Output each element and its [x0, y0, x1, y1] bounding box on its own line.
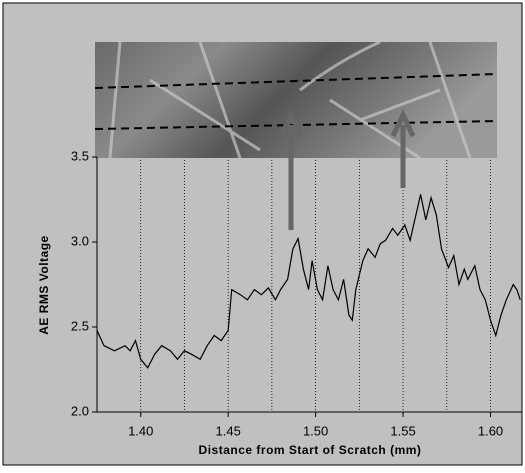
y-tick-label: 3.0 [71, 233, 89, 248]
micrograph-texture [108, 40, 472, 160]
x-tick-label: 1.50 [303, 423, 328, 438]
grid [140, 157, 491, 412]
arrow [278, 109, 304, 230]
x-tick-label: 1.40 [128, 423, 153, 438]
x-tick-label: 1.55 [390, 423, 415, 438]
y-tick-label: 3.5 [71, 148, 89, 163]
y-tick-label: 2.5 [71, 318, 89, 333]
micrograph-image [95, 42, 497, 158]
dashed-line [94, 73, 498, 89]
x-tick-label: 1.60 [478, 423, 503, 438]
y-axis-label: AE RMS Voltage [37, 235, 51, 334]
data-line [97, 194, 521, 369]
micrograph [94, 40, 498, 230]
x-axis-label: Distance from Start of Scratch (mm) [199, 443, 422, 457]
x-tick-label: 1.45 [216, 423, 241, 438]
arrow [390, 109, 416, 188]
y-tick-label: 2.0 [71, 403, 89, 418]
